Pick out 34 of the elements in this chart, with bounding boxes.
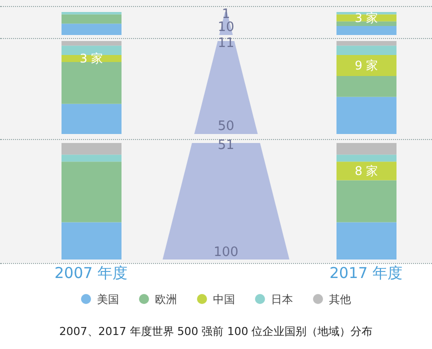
bar [336, 96, 396, 134]
x-tick-label: 2017 年度 [330, 264, 402, 282]
bar [62, 24, 122, 36]
bar [336, 222, 396, 260]
bar [62, 104, 122, 134]
bar [336, 76, 396, 97]
bar [62, 143, 122, 155]
bar [62, 162, 122, 222]
legend-label: 其他 [329, 292, 351, 306]
bar [62, 154, 122, 162]
data-label: 9 家 [354, 58, 378, 73]
bar [336, 46, 396, 55]
data-label: 3 家 [354, 11, 378, 26]
bar [336, 154, 396, 162]
bar [62, 222, 122, 260]
x-tick-label: 2007 年度 [54, 264, 128, 282]
data-label: 8 家 [354, 164, 378, 178]
bar [336, 180, 396, 222]
bar [336, 54, 396, 76]
legend-label: 美国 [97, 292, 119, 306]
legend-label: 日本 [271, 292, 293, 306]
bar [336, 26, 396, 36]
bar [62, 14, 122, 24]
legend-label: 中国 [213, 292, 235, 306]
bar [336, 41, 396, 46]
bar [62, 41, 122, 46]
bar [336, 143, 396, 155]
legend-label: 欧洲 [155, 292, 177, 306]
annotation: 50 [216, 119, 236, 134]
annotation: 100 [212, 244, 240, 260]
data-label: 3 家 [80, 52, 104, 66]
text: 2007、2017 年度世界 500 强前 100 位企业国别（地域）分布 [58, 324, 374, 338]
annotation: 1 [222, 7, 230, 22]
bar [336, 162, 396, 180]
